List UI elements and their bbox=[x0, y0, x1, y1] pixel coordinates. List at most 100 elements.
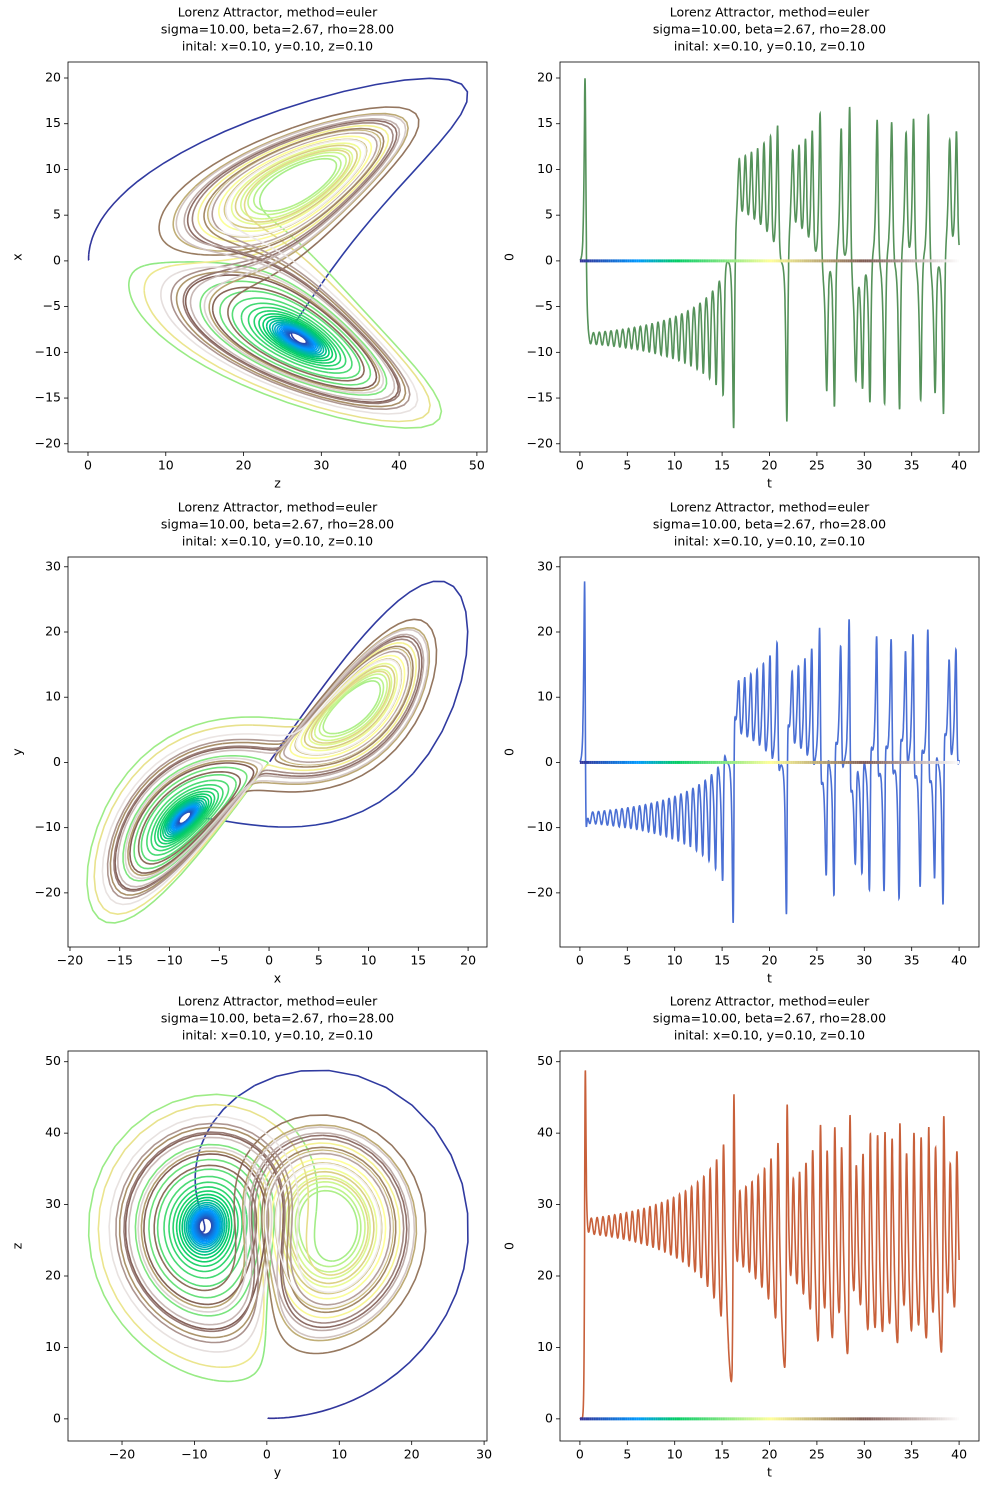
trajectory-segment bbox=[202, 1225, 215, 1238]
x-tick-label: 10 bbox=[158, 458, 174, 473]
trajectory-segment bbox=[254, 1069, 469, 1391]
trajectory-segment bbox=[287, 1305, 358, 1329]
trajectory-segment bbox=[292, 106, 420, 223]
trajectory-segment bbox=[143, 1181, 205, 1306]
trajectory-segment bbox=[162, 819, 198, 840]
trajectory-segment bbox=[167, 799, 201, 823]
subplot: Lorenz Attractor, method=euler sigma=10.0… bbox=[10, 994, 493, 1480]
trajectory-segment bbox=[175, 196, 198, 248]
trajectory-segment bbox=[197, 246, 273, 269]
x-tick-label: −20 bbox=[57, 953, 83, 968]
trajectory-segment bbox=[192, 1223, 209, 1242]
trajectory-segment bbox=[172, 185, 196, 246]
trajectory-segment bbox=[249, 190, 328, 223]
trajectory-segment bbox=[303, 154, 342, 190]
trajectory-segment bbox=[148, 1162, 193, 1294]
y-tick-label: 10 bbox=[45, 689, 61, 704]
x-axis-label: t bbox=[767, 1465, 772, 1480]
plot-area bbox=[579, 78, 960, 429]
trajectory-segment bbox=[240, 302, 289, 318]
trajectory-segment bbox=[283, 679, 340, 747]
trajectory-segment bbox=[140, 784, 183, 862]
trajectory-segment bbox=[194, 112, 409, 188]
y-tick-label: −10 bbox=[35, 819, 61, 834]
trajectory-segment bbox=[164, 823, 193, 838]
trajectory-segment bbox=[311, 673, 364, 730]
trajectory-segment bbox=[268, 762, 352, 775]
trajectory-segment bbox=[287, 670, 424, 779]
trajectory-segment bbox=[148, 1277, 237, 1317]
trajectory-segment bbox=[163, 1197, 205, 1279]
trajectory-segment bbox=[227, 1187, 237, 1279]
trajectory-segment bbox=[311, 142, 362, 210]
trajectory-segment bbox=[217, 170, 253, 229]
trajectory-segment bbox=[271, 321, 290, 337]
trajectory-segment bbox=[179, 803, 200, 813]
trajectory-segment bbox=[302, 149, 351, 192]
trajectory-segment bbox=[297, 618, 415, 728]
trajectory-segment bbox=[249, 147, 353, 188]
trajectory-segment bbox=[255, 763, 264, 779]
trajectory-segment bbox=[295, 1157, 387, 1269]
trajectory-segment bbox=[322, 712, 338, 735]
trajectory-segment bbox=[206, 784, 224, 820]
trajectory-segment bbox=[193, 1199, 228, 1225]
trajectory-segment bbox=[291, 735, 372, 760]
trajectory-segment bbox=[282, 326, 385, 394]
subplot-title: Lorenz Attractor, method=euler bbox=[670, 994, 870, 1009]
trajectory-segment bbox=[210, 244, 296, 279]
trajectory-segment bbox=[191, 155, 257, 236]
x-tick-label: 10 bbox=[331, 1447, 347, 1462]
trajectory-segment bbox=[176, 266, 238, 274]
trajectory-segment bbox=[87, 1145, 214, 1381]
trajectory-segment bbox=[237, 267, 346, 328]
x-tick-label: −10 bbox=[156, 953, 182, 968]
y-tick-label: 10 bbox=[537, 689, 553, 704]
y-tick-label: 30 bbox=[537, 558, 553, 573]
trajectory-segment bbox=[108, 1115, 227, 1339]
axes-frame bbox=[559, 556, 980, 948]
trajectory-segment bbox=[209, 1217, 230, 1259]
trajectory-segment bbox=[295, 277, 400, 403]
trajectory-segment bbox=[275, 335, 323, 356]
trajectory-segment bbox=[168, 1183, 199, 1267]
trajectory-segment bbox=[287, 1255, 337, 1295]
trajectory-segment bbox=[191, 1209, 215, 1227]
trajectory-segment bbox=[265, 165, 355, 228]
trajectory-segment bbox=[338, 628, 429, 715]
trajectory-segment bbox=[274, 322, 287, 341]
y-tick-label: 0 bbox=[545, 1410, 553, 1425]
trajectory-segment bbox=[170, 1336, 251, 1353]
trajectory-segment bbox=[116, 804, 193, 888]
trajectory-segment bbox=[103, 803, 238, 916]
trajectory-segment bbox=[204, 1234, 242, 1279]
x-tick-label: 5 bbox=[623, 458, 631, 473]
trajectory-segment bbox=[199, 1213, 216, 1224]
x-tick-label: 5 bbox=[623, 1447, 631, 1462]
y-tick-label: 20 bbox=[537, 1268, 553, 1283]
trajectory-segment bbox=[142, 745, 269, 792]
x-tick-label: 20 bbox=[236, 458, 252, 473]
trajectory-segment bbox=[332, 1147, 397, 1306]
y-tick-label: 20 bbox=[537, 70, 553, 85]
y-tick-label: −10 bbox=[527, 819, 553, 834]
x-axis-label: x bbox=[274, 971, 281, 986]
trajectory-segment bbox=[186, 1267, 245, 1299]
y-tick-label: 10 bbox=[537, 161, 553, 176]
trajectory-segment bbox=[187, 1204, 206, 1241]
trajectory-segment bbox=[259, 1330, 267, 1368]
trajectory-segment bbox=[277, 711, 409, 778]
trajectory-segment bbox=[207, 346, 411, 411]
subplot-title: sigma=10.00, beta=2.67, rho=28.00 bbox=[653, 22, 886, 37]
trajectory-segment bbox=[320, 675, 369, 724]
subplot-title: inital: x=0.10, y=0.10, z=0.10 bbox=[182, 1028, 373, 1043]
y-tick-label: 30 bbox=[537, 1196, 553, 1211]
trajectory-segment bbox=[118, 1219, 224, 1339]
trajectory-segment bbox=[290, 340, 337, 364]
trajectory-segment bbox=[285, 323, 320, 347]
x-tick-label: 35 bbox=[904, 953, 920, 968]
trajectory-segment bbox=[259, 350, 365, 382]
trajectory-segment bbox=[175, 291, 305, 393]
trajectory-segment bbox=[298, 1256, 352, 1280]
y-tick-label: 10 bbox=[45, 1339, 61, 1354]
